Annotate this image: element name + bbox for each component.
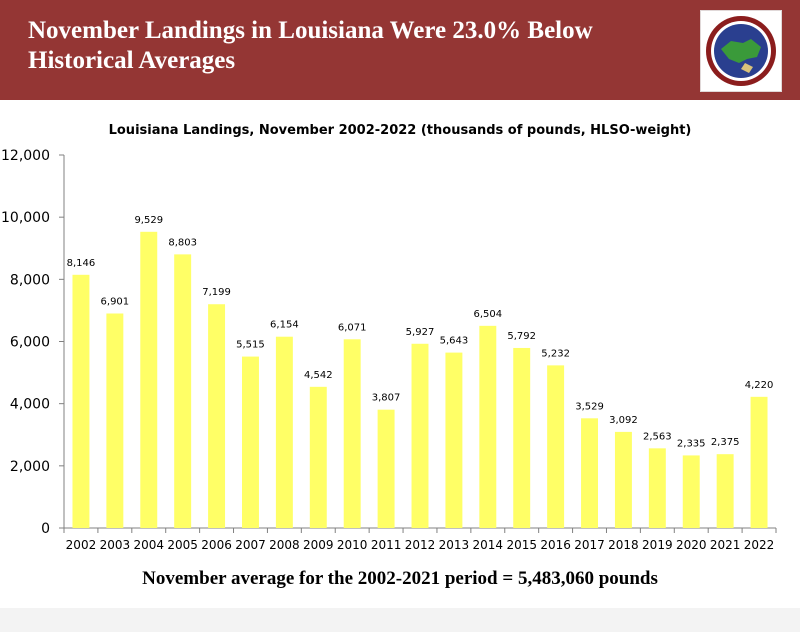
data-label: 5,792 — [507, 331, 536, 342]
bar — [411, 343, 429, 528]
logo-emblem-icon — [706, 16, 776, 86]
y-tick-label: 4,000 — [10, 397, 50, 413]
bar — [513, 347, 531, 528]
data-label: 4,220 — [745, 380, 774, 391]
y-tick-label: 6,000 — [10, 335, 50, 351]
data-label: 6,071 — [338, 322, 367, 333]
bar — [242, 356, 259, 528]
data-label: 8,803 — [168, 237, 197, 248]
data-label: 2,563 — [643, 431, 672, 442]
data-label: 3,529 — [575, 401, 604, 412]
x-tick-label: 2008 — [269, 538, 300, 552]
data-label: 6,154 — [270, 320, 299, 331]
bar — [547, 365, 565, 528]
y-tick-label: 12,000 — [1, 148, 50, 164]
bar — [208, 304, 226, 528]
bar — [479, 325, 497, 528]
bar — [581, 418, 598, 528]
x-tick-label: 2020 — [676, 538, 707, 552]
data-label: 9,529 — [134, 215, 163, 226]
x-tick-label: 2017 — [574, 538, 605, 552]
bar — [750, 396, 768, 528]
x-tick-label: 2014 — [473, 538, 504, 552]
y-tick-label: 10,000 — [1, 210, 50, 226]
x-tick-label: 2018 — [608, 538, 639, 552]
bar — [445, 352, 463, 528]
x-tick-label: 2004 — [133, 538, 164, 552]
bottom-band — [0, 608, 800, 632]
data-label: 5,927 — [406, 327, 435, 338]
x-tick-label: 2005 — [167, 538, 198, 552]
x-tick-label: 2015 — [506, 538, 537, 552]
data-label: 6,504 — [473, 309, 502, 320]
data-label: 7,199 — [202, 287, 231, 298]
x-tick-label: 2021 — [710, 538, 741, 552]
x-tick-label: 2019 — [642, 538, 673, 552]
bar — [275, 336, 293, 528]
bar — [682, 455, 700, 528]
data-label: 5,643 — [440, 336, 469, 347]
bar — [309, 386, 327, 528]
bar — [174, 254, 192, 528]
page-title: November Landings in Louisiana Were 23.0… — [28, 17, 593, 74]
bar — [343, 339, 361, 528]
x-tick-label: 2022 — [744, 538, 775, 552]
data-label: 6,901 — [101, 296, 130, 307]
data-label: 2,335 — [677, 438, 706, 449]
chart-title: Louisiana Landings, November 2002-2022 (… — [108, 123, 692, 138]
y-tick-label: 2,000 — [10, 459, 50, 475]
bar-chart: 0 2,000 4,000 6,000 8,000 10,000 12,000 8,146 20… — [1, 148, 777, 552]
x-tick-label: 2010 — [337, 538, 368, 552]
x-tick-label: 2009 — [303, 538, 334, 552]
data-label: 3,807 — [372, 393, 401, 404]
bar — [716, 454, 734, 528]
bar — [614, 431, 632, 528]
data-label: 3,092 — [609, 415, 638, 426]
data-label: 8,146 — [67, 258, 96, 269]
y-tick-label: 8,000 — [10, 272, 50, 288]
x-tick-label: 2013 — [439, 538, 470, 552]
bar — [377, 409, 395, 528]
data-label: 5,515 — [236, 340, 265, 351]
bar — [140, 231, 158, 528]
x-tick-label: 2006 — [201, 538, 232, 552]
average-note: November average for the 2002-2021 perio… — [142, 568, 658, 589]
data-label: 5,232 — [541, 348, 570, 359]
header-banner: November Landings in Louisiana Were 23.0… — [0, 0, 800, 100]
x-tick-label: 2012 — [405, 538, 436, 552]
y-tick-label: 0 — [41, 521, 50, 537]
bar — [72, 274, 90, 528]
x-tick-label: 2011 — [371, 538, 402, 552]
southern-shrimp-alliance-logo — [700, 10, 782, 92]
bar — [648, 448, 666, 528]
data-label: 4,542 — [304, 370, 333, 381]
x-tick-label: 2016 — [540, 538, 571, 552]
x-tick-label: 2007 — [235, 538, 266, 552]
data-label: 2,375 — [711, 437, 740, 448]
x-tick-label: 2003 — [100, 538, 131, 552]
bar — [106, 313, 124, 528]
x-tick-label: 2002 — [66, 538, 97, 552]
